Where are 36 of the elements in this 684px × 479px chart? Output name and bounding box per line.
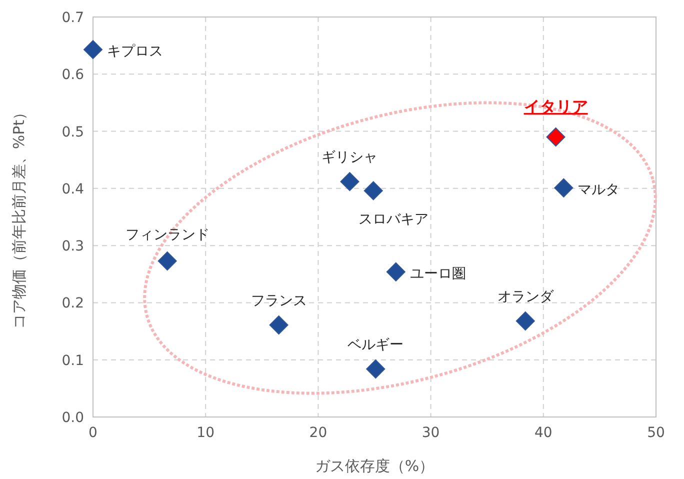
y-tick-label: 0.4 — [62, 181, 84, 198]
point — [516, 312, 535, 330]
y-tick-label: 0.2 — [62, 296, 84, 312]
y-tick-label: 0.3 — [62, 238, 84, 255]
point — [386, 262, 406, 282]
point — [364, 181, 383, 200]
y-axis-title: コア物価（前年比前月差、%Pt） — [10, 104, 28, 330]
x-tick-label: 40 — [534, 425, 552, 441]
annotation: オランダ — [497, 289, 554, 305]
point — [340, 172, 360, 192]
y-tick-label: 0.1 — [62, 352, 84, 369]
y-tick-label: 0.0 — [62, 410, 84, 426]
x-tick-label: 50 — [647, 425, 665, 441]
y-tick-label: 0.7 — [62, 10, 84, 26]
series-label: イタリア — [524, 97, 588, 116]
annotation: ベルギー — [348, 337, 404, 353]
x-tick-label: 30 — [422, 425, 440, 441]
annotation: マルタ — [578, 182, 620, 198]
point — [554, 178, 574, 198]
annotation: フランス — [250, 293, 307, 309]
x-tick-label: 10 — [196, 425, 215, 441]
y-tick-label: 0.5 — [62, 124, 84, 140]
point — [269, 316, 288, 334]
annotation: ギリシャ — [322, 150, 378, 166]
y-tick-label: 0.6 — [62, 67, 84, 84]
annotation: スロバキア — [358, 212, 428, 228]
annotation: フィンランド — [125, 227, 210, 243]
point — [546, 128, 566, 146]
annotation: ユーロ圏 — [410, 266, 466, 282]
point — [366, 360, 386, 378]
x-axis-title: ガス依存度（%） — [314, 457, 434, 475]
x-tick-label: 0 — [88, 425, 98, 441]
annotation: キプロス — [107, 44, 163, 60]
point — [158, 252, 177, 270]
x-tick-label: 20 — [309, 425, 328, 441]
point — [84, 40, 102, 60]
